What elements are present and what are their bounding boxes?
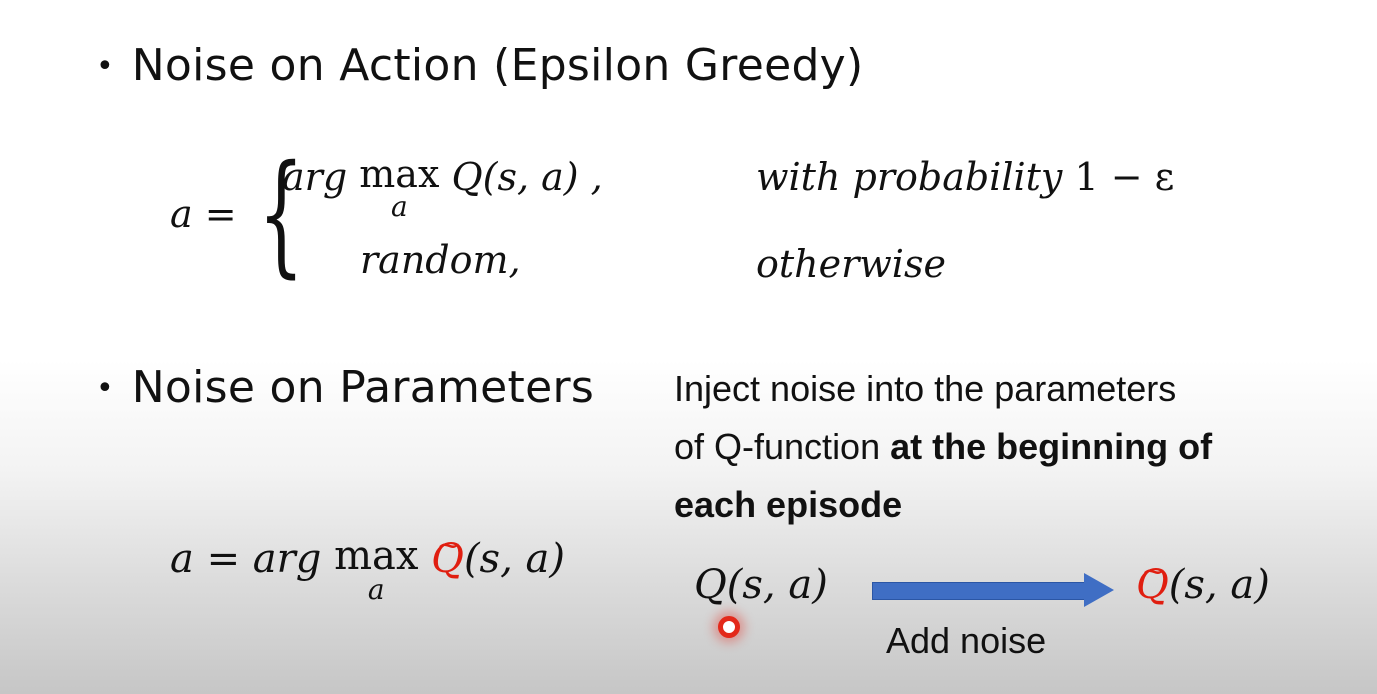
inject-noise-description: Inject noise into the parameters of Q-fu… xyxy=(674,360,1212,534)
q-function-original: Q(s, a) xyxy=(694,562,828,608)
bullet-noise-on-parameters-text: Noise on Parameters xyxy=(131,362,595,413)
equation2-lhs: a = arg xyxy=(170,536,322,582)
equation2-q-letter: Q xyxy=(431,536,464,582)
bullet-marker: • xyxy=(96,371,114,406)
noisy-q-args: (s, a) xyxy=(1168,562,1270,608)
inject-line-2-plain: of Q-function xyxy=(674,426,881,467)
equation1-case1-condition: with probability 1 − ε xyxy=(756,155,1174,199)
noisy-q-letter: Q xyxy=(1136,562,1169,608)
equation2-args: (s, a) xyxy=(463,536,565,582)
case1-condition-text: with probability xyxy=(756,155,1063,199)
pointer-highlight-icon xyxy=(718,616,740,638)
equation2-max-operator: max xyxy=(334,533,419,579)
equation2-max-subscript: a xyxy=(367,573,385,606)
bullet-marker: • xyxy=(96,49,114,84)
equation2-argmax: max a xyxy=(334,536,418,604)
left-brace: { xyxy=(258,137,305,291)
bullet-noise-on-action-text: Noise on Action (Epsilon Greedy) xyxy=(131,40,864,91)
case1-condition-value: 1 − ε xyxy=(1074,155,1175,199)
bullet-noise-on-parameters: • Noise on Parameters xyxy=(96,362,594,413)
q-function-noisy: Q ~ (s, a) xyxy=(1136,554,1270,608)
case1-arg: arg xyxy=(282,155,348,199)
inject-line-1: Inject noise into the parameters xyxy=(674,368,1177,409)
equation1-case2: random, xyxy=(360,238,521,282)
arrow-shaft xyxy=(872,582,1086,600)
inject-line-2: of Q-function at the beginning of xyxy=(674,418,1212,476)
case1-argmax: max a xyxy=(359,155,439,221)
add-noise-label: Add noise xyxy=(886,620,1047,661)
equation1-case2-condition: otherwise xyxy=(756,242,946,286)
inject-line-3-bold: each episode xyxy=(674,484,903,525)
equation2-q-tilde: Q ~ xyxy=(431,528,464,582)
noisy-q-equation: a = arg max a Q ~ (s, a) xyxy=(170,528,565,604)
inject-line-3: each episode xyxy=(674,476,1212,534)
noisy-q-tilde: Q ~ xyxy=(1136,554,1169,608)
inject-line-2-bold: at the beginning of xyxy=(890,426,1213,467)
equation2-tilde: ~ xyxy=(436,527,462,563)
case1-q-function: Q(s, a) , xyxy=(451,155,603,199)
noisy-q-tilde-mark: ~ xyxy=(1141,553,1167,589)
case1-max-subscript: a xyxy=(390,190,408,223)
case1-max-operator: max xyxy=(359,152,440,196)
equation1-case1: arg max a Q(s, a) , xyxy=(282,155,603,221)
bullet-noise-on-action: • Noise on Action (Epsilon Greedy) xyxy=(96,40,863,91)
arrow-head xyxy=(1084,573,1114,607)
equation1-lhs: a = xyxy=(170,192,237,236)
